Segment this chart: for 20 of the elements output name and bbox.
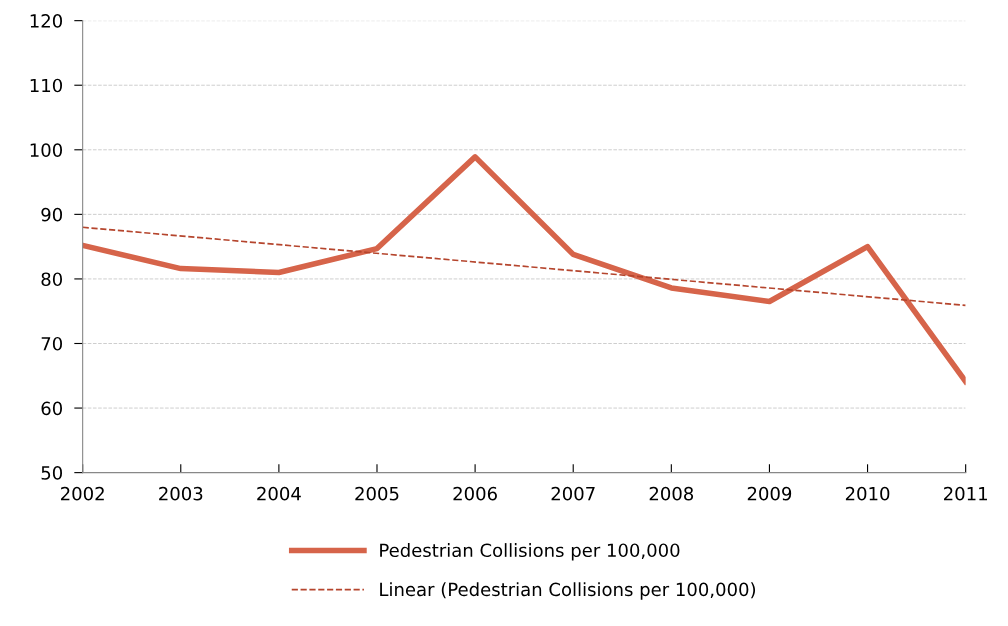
x-tick-label: 2005 — [355, 486, 399, 501]
x-tick-label: 2002 — [61, 486, 104, 501]
x-tick-label: 2006 — [453, 486, 497, 501]
x-tick-label: 2004 — [257, 486, 301, 501]
legend-label: Pedestrian Collisions per 100,000 — [380, 543, 680, 561]
x-tick-label: 2003 — [159, 486, 203, 501]
x-tick-label: 2010 — [845, 486, 890, 501]
x-tick-label: 2011 — [944, 486, 987, 501]
y-tick-label: 70 — [41, 336, 63, 351]
y-tick-label: 100 — [30, 143, 63, 157]
x-tick-label: 2009 — [747, 486, 792, 501]
legend-label: Linear (Pedestrian Collisions per 100,000) — [380, 582, 756, 600]
y-tick-label: 80 — [41, 272, 63, 287]
y-tick-label: 90 — [41, 207, 63, 222]
y-tick-label: 50 — [41, 466, 63, 480]
x-tick-label: 2007 — [551, 486, 595, 501]
y-tick-label: 120 — [30, 14, 63, 28]
y-tick-label: 60 — [41, 401, 63, 416]
y-tick-label: 110 — [30, 78, 63, 93]
x-tick-label: 2008 — [649, 486, 694, 501]
